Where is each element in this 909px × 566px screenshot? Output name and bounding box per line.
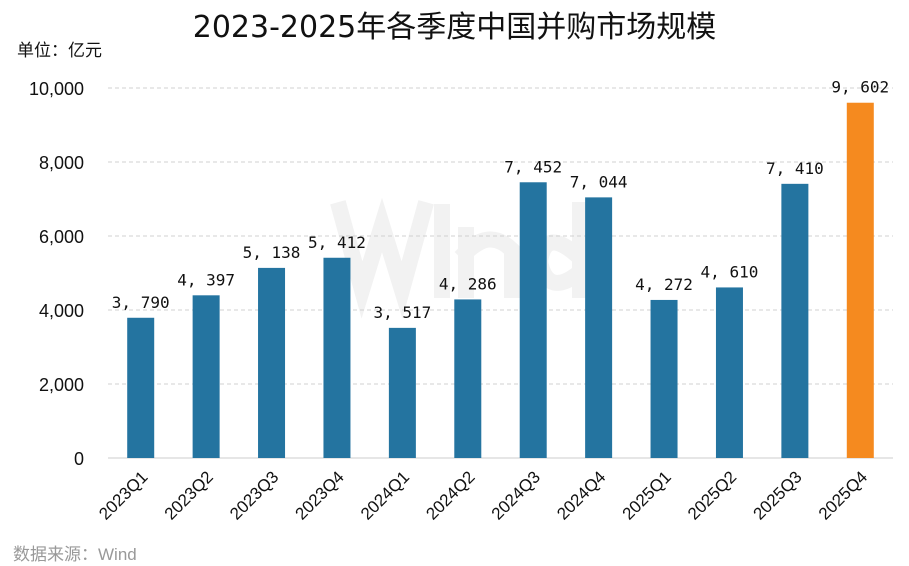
- bar: [781, 183, 809, 458]
- bar: [846, 102, 874, 458]
- bar: [585, 197, 613, 458]
- y-tick-label: 2,000: [39, 375, 84, 395]
- data-label: 5, 412: [308, 233, 366, 252]
- y-tick-label: 0: [74, 449, 84, 469]
- data-label: 4, 610: [701, 262, 759, 281]
- x-tick-label: 2025Q1: [619, 467, 675, 523]
- data-label: 3, 517: [373, 303, 431, 322]
- y-tick-label: 4,000: [39, 301, 84, 321]
- y-tick-label: 10,000: [29, 79, 84, 99]
- x-tick-label: 2023Q4: [292, 467, 348, 523]
- unit-label: 单位：亿元: [17, 41, 102, 61]
- bar: [454, 299, 482, 458]
- data-label: 4, 397: [177, 270, 235, 289]
- x-tick-label: 2024Q1: [357, 467, 413, 523]
- x-tick-label: 2025Q3: [749, 467, 805, 523]
- x-tick-label: 2024Q3: [488, 467, 544, 523]
- watermark-logo: [330, 197, 592, 319]
- data-label: 4, 272: [635, 275, 693, 294]
- data-label: 9, 602: [831, 78, 889, 97]
- data-label: 4, 286: [439, 274, 497, 293]
- data-label: 7, 410: [766, 159, 824, 178]
- bar: [519, 182, 547, 458]
- data-label: 7, 452: [504, 157, 562, 176]
- x-tick-label: 2024Q2: [422, 467, 478, 523]
- x-tick-label: 2023Q2: [161, 467, 217, 523]
- source-note: 数据来源：Wind: [13, 545, 137, 564]
- bar: [258, 267, 286, 458]
- x-tick-label: 2023Q1: [95, 467, 151, 523]
- x-tick-label: 2024Q4: [553, 467, 609, 523]
- data-label: 3, 790: [112, 293, 170, 312]
- y-tick-label: 8,000: [39, 153, 84, 173]
- bar: [715, 287, 743, 458]
- bar: [388, 327, 416, 458]
- x-tick-label: 2025Q4: [815, 467, 871, 523]
- bar: [650, 299, 678, 458]
- data-label: 5, 138: [243, 243, 301, 262]
- bar: [323, 257, 351, 458]
- x-tick-label: 2025Q2: [684, 467, 740, 523]
- data-label: 7, 044: [570, 172, 628, 191]
- bar: [192, 295, 220, 458]
- y-tick-label: 6,000: [39, 227, 84, 247]
- x-tick-label: 2023Q3: [226, 467, 282, 523]
- chart-title: 2023-2025年各季度中国并购市场规模: [192, 10, 717, 45]
- bar: [127, 317, 155, 458]
